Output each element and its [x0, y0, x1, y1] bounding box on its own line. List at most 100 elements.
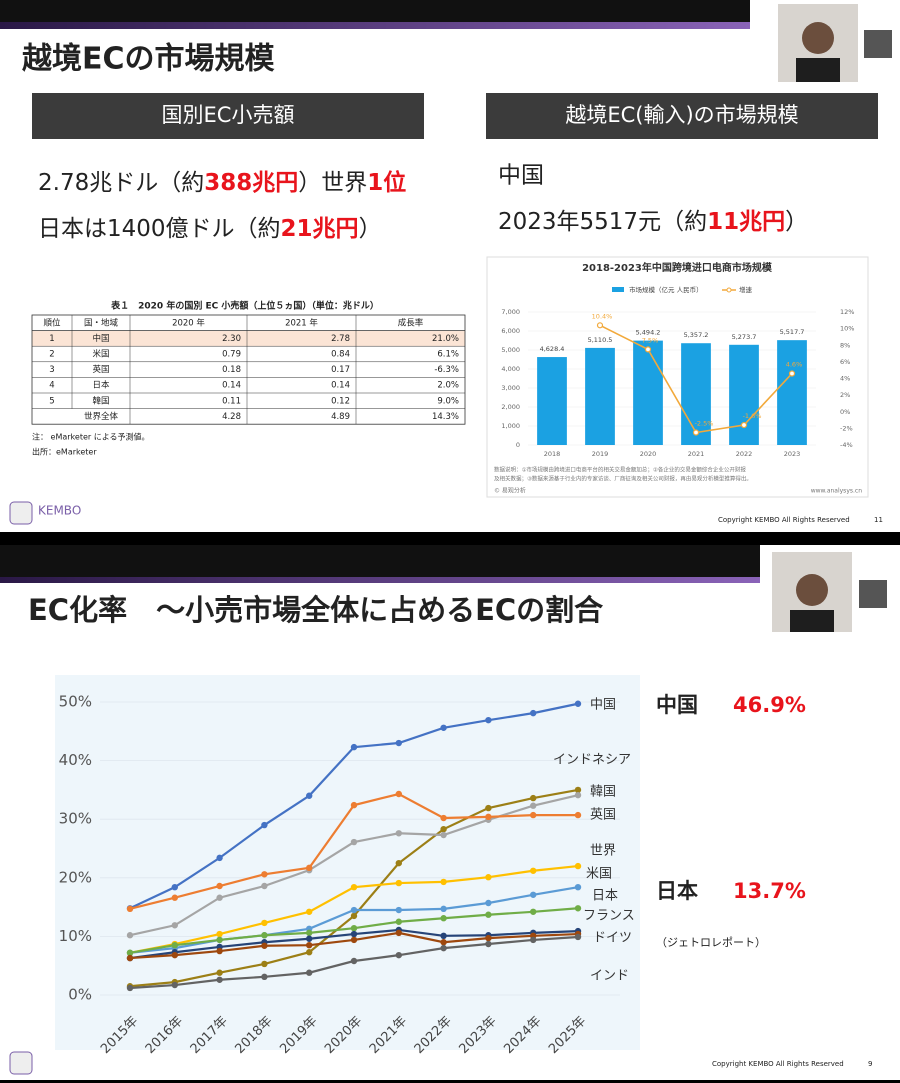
- bar: [585, 347, 615, 445]
- plot-background: [55, 675, 640, 1050]
- slide-title: EC化率 ～小売市場全体に占めるECの割合: [28, 593, 603, 627]
- point: [216, 882, 223, 890]
- series-label: 米国: [586, 867, 612, 882]
- table-cell: 0.12: [331, 396, 350, 406]
- point: [485, 874, 492, 881]
- point: [306, 929, 313, 937]
- point: [395, 918, 402, 925]
- y2-tick-label: -4%: [840, 441, 853, 449]
- bar: [537, 357, 567, 445]
- point: [530, 891, 537, 898]
- top-bar: [0, 0, 750, 22]
- top-bar: [0, 545, 760, 577]
- point: [530, 908, 537, 915]
- table-cell: 2.30: [222, 334, 241, 344]
- point: [261, 871, 268, 878]
- point: [306, 864, 313, 872]
- y-tick-label: 10%: [59, 927, 92, 945]
- data-label: -2.5%: [695, 420, 714, 428]
- logo: KEMBO: [38, 504, 81, 518]
- point: [485, 804, 492, 812]
- point: [216, 930, 223, 938]
- x-tick-label: 2023: [784, 450, 801, 458]
- table-note: 注： eMarketer による予測値。: [32, 432, 149, 442]
- point: [306, 941, 313, 949]
- point: [440, 831, 447, 839]
- series-label: インドネシア: [553, 753, 631, 768]
- point: [692, 429, 700, 436]
- y-tick-label: 30%: [59, 810, 92, 828]
- point: [126, 984, 134, 992]
- y-tick-label: 6,000: [501, 327, 520, 335]
- point: [261, 821, 268, 829]
- table-cell: 英国: [92, 364, 109, 375]
- table-border: [31, 314, 466, 425]
- chart-note: 数据说明：①市场规模由跨境进口电商平台的相关交易金额加总；②各企业的交易金额综合…: [494, 466, 746, 474]
- point: [171, 894, 178, 901]
- table-cell: 2.0%: [437, 381, 459, 391]
- section-header: [486, 93, 878, 139]
- point: [306, 969, 313, 976]
- point: [306, 949, 313, 956]
- chart: 0 1,000 2,000 3,000 4,000 5,000 6,000 7,000 -4% -…: [501, 285, 854, 458]
- point: [395, 906, 402, 914]
- highlight-row: [32, 330, 465, 347]
- y2-tick-label: 8%: [840, 341, 850, 349]
- point: [350, 957, 358, 965]
- point: [485, 716, 492, 724]
- point: [485, 934, 492, 942]
- point: [644, 346, 652, 353]
- point: [261, 919, 268, 927]
- point: [395, 951, 402, 959]
- y-tick-label: 7,000: [501, 308, 520, 316]
- table-cell: 中国: [92, 333, 109, 344]
- y2-tick-label: 10%: [840, 325, 854, 333]
- point: [306, 908, 313, 915]
- point: [440, 814, 447, 822]
- statement: 2023年5517元（約11兆円）: [498, 209, 808, 235]
- point: [440, 905, 447, 913]
- point: [788, 370, 796, 377]
- statement: 中国: [498, 163, 544, 189]
- point: [261, 942, 268, 949]
- legend-label: 增速: [739, 285, 753, 294]
- accent-bar: [0, 577, 760, 583]
- point: [126, 949, 134, 957]
- point: [171, 951, 178, 959]
- point: [216, 854, 223, 862]
- series-label: 英国: [590, 808, 616, 823]
- point: [216, 969, 223, 976]
- point: [350, 924, 358, 932]
- logo-icon: [9, 1051, 33, 1075]
- point: [574, 905, 582, 912]
- point: [171, 941, 178, 949]
- webcam-person: [796, 58, 840, 82]
- logo-icon: [9, 501, 33, 525]
- y-tick-label: 4,000: [501, 365, 520, 373]
- point: [485, 813, 492, 821]
- point: [306, 935, 313, 942]
- point: [350, 930, 358, 938]
- point: [395, 879, 402, 887]
- y-tick-label: 5,000: [501, 346, 520, 354]
- y2-tick-label: 6%: [840, 358, 850, 366]
- accent-bar: [0, 22, 750, 29]
- series-label: インド: [590, 969, 629, 984]
- y-tick-label: 40%: [59, 751, 92, 769]
- qr-code: [859, 580, 887, 608]
- section-header: [32, 93, 424, 139]
- y-tick-label: 0: [516, 441, 520, 449]
- point: [216, 894, 223, 901]
- point: [530, 867, 537, 874]
- point: [440, 932, 447, 940]
- point: [574, 700, 582, 707]
- point: [395, 790, 402, 798]
- series-label: ドイツ: [593, 931, 632, 946]
- point: [530, 709, 537, 717]
- table-cell: 1: [49, 334, 54, 344]
- point: [574, 883, 582, 891]
- point: [740, 421, 748, 429]
- series-label: フランス: [583, 909, 635, 924]
- table-cell: -6.3%: [434, 365, 459, 375]
- point: [574, 811, 582, 819]
